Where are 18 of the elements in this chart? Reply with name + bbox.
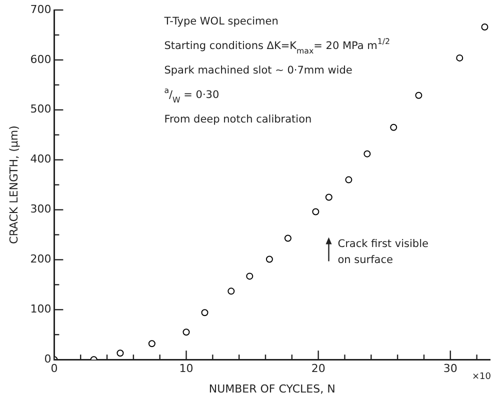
y-tick-label: 700 [30,2,52,16]
text: ×10 [472,372,492,382]
y-tick-label: 0 [44,352,52,366]
y-tick-label: 100 [30,302,52,316]
x-tick-label: 20 [311,362,326,376]
x-tick-label: 10 [179,362,194,376]
y-tick-label: 600 [30,52,52,66]
y-tick-label: 300 [30,202,52,216]
y-tick-label: 200 [30,252,52,266]
y-tick-label: 500 [30,102,52,116]
y-axis-title: CRACK LENGTH, (μm) [7,126,20,244]
annotation: Spark machined slot ~ 0·7mm wide [164,64,352,77]
x-tick-label: 30 [443,362,458,376]
annotation: From deep notch calibration [164,114,312,126]
x-axis-title: NUMBER OF CYCLES, N [208,382,336,396]
annotation: Crack first visible on surface [338,238,428,266]
annotation: T-Type WOL specimen [163,16,278,28]
y-tick-label: 400 [30,152,52,166]
